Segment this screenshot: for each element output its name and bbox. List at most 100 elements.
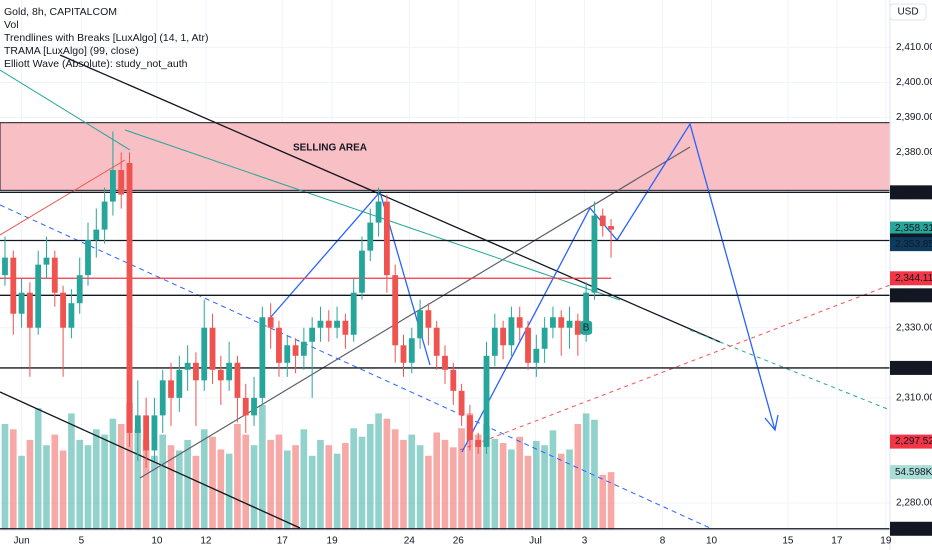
y-tick-label: 2,380.00: [896, 147, 932, 158]
candle-body: [60, 292, 67, 328]
volume-bar: [433, 432, 441, 530]
x-tick-label: 15: [782, 536, 794, 547]
candle-body: [76, 275, 83, 304]
x-tick-label: 3: [582, 536, 588, 547]
currency: USD: [897, 7, 918, 18]
y-tick-label: 2,280.00: [896, 498, 932, 509]
candle-body: [342, 320, 349, 335]
candle-body: [400, 345, 407, 363]
candle-body: [101, 201, 108, 230]
volume-bar: [533, 440, 540, 530]
candle-body: [334, 320, 340, 328]
volume-bar: [84, 445, 92, 530]
candle-body: [18, 292, 25, 314]
volume-bar: [259, 404, 266, 530]
x-tick-label: 17: [831, 536, 843, 547]
volume-bar: [209, 436, 216, 530]
volume-bar: [317, 439, 324, 530]
volume-label-box: [890, 465, 932, 480]
candle-body: [159, 380, 166, 416]
volume-bar: [1, 424, 9, 530]
candle-body: [574, 320, 581, 335]
candle-body: [276, 327, 282, 363]
volume-bar: [499, 443, 507, 530]
candle-body: [467, 415, 473, 440]
candle-body: [26, 292, 33, 328]
candle-body: [491, 327, 498, 356]
price-label: 2,339.25: [895, 290, 932, 301]
volume-bar: [242, 434, 250, 530]
candle-body: [533, 348, 540, 363]
price-label: 2,344.11: [895, 273, 932, 284]
candle-body: [35, 264, 42, 328]
candle-body: [10, 257, 17, 314]
arrow-head: [764, 414, 779, 432]
volume-bar: [92, 429, 100, 530]
candle-body: [317, 320, 324, 328]
price-label: 2,353.85: [895, 239, 932, 250]
levels: [0, 191, 890, 530]
candle-body: [43, 257, 50, 265]
volume-bar: [508, 449, 515, 530]
candle-body: [525, 327, 531, 363]
y-tick-label: 2,310.00: [896, 392, 932, 403]
candle-body: [516, 317, 523, 328]
volume-bar: [358, 436, 366, 530]
volume-bar: [200, 429, 208, 530]
candle-body: [541, 327, 548, 349]
price-label: 2,358.31: [895, 223, 932, 234]
x-tick-label: 10: [706, 536, 718, 547]
volume-bar: [325, 445, 333, 530]
volume-bar: [566, 449, 573, 530]
volume-bar: [483, 426, 490, 530]
volume-bar: [109, 418, 117, 530]
x-tick-label: Jul: [529, 536, 542, 547]
volume-bar: [516, 436, 524, 530]
indicator: Vol: [4, 19, 19, 31]
volume-bar: [557, 453, 565, 530]
volume: [1, 402, 615, 530]
marker-label: B: [583, 322, 590, 333]
y-tick-label: 2,400.00: [896, 77, 932, 88]
selling-zone: [0, 122, 891, 191]
volume-bar: [308, 455, 316, 530]
candle-body: [450, 369, 457, 391]
x-tick-label: 12: [200, 536, 212, 547]
x-tick-label: 17: [277, 536, 289, 547]
candle-body: [558, 317, 565, 328]
x-tick-label: 5: [79, 536, 85, 547]
candle-body: [599, 215, 606, 227]
indicator: TRAMA [LuxAlgo] (99, close): [4, 45, 139, 57]
candle-body: [325, 320, 332, 328]
volume-bar: [267, 439, 274, 530]
volume-bar: [350, 428, 357, 530]
volume-bar: [342, 443, 349, 530]
candle-body: [608, 226, 614, 230]
zone-label: SELLING AREA: [293, 142, 367, 153]
volume-bar: [192, 455, 200, 530]
candle-body: [93, 229, 100, 241]
volume-bar: [176, 450, 183, 530]
candle-body: [417, 310, 423, 339]
candle-body: [2, 257, 8, 276]
volume-bar: [250, 445, 258, 530]
volume-bar: [68, 413, 75, 530]
x-tick-label: 19: [880, 536, 892, 547]
volume-bar: [43, 445, 50, 530]
candle-body: [309, 327, 316, 342]
price-label: 2,318.54: [895, 363, 932, 374]
volume-bar: [607, 472, 615, 530]
candle-body: [193, 362, 199, 381]
candle-body: [284, 345, 291, 363]
volume-bar: [474, 434, 482, 530]
volume-bar: [26, 439, 34, 530]
x-tick-label: 19: [327, 536, 339, 547]
volume-bar: [425, 455, 432, 530]
candle-body: [168, 380, 174, 398]
candle-body: [68, 303, 75, 328]
volume-bar: [167, 445, 175, 530]
y-tick-label: 2,390.00: [896, 112, 932, 123]
price-label-box: [890, 521, 932, 536]
candle-body: [251, 397, 257, 416]
